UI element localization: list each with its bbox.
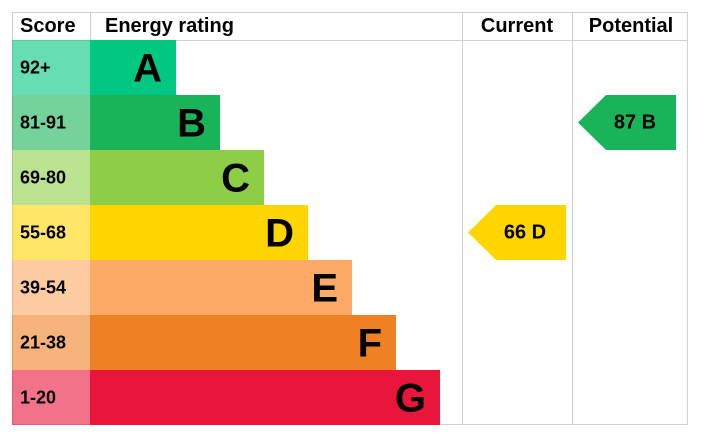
score-cell	[12, 370, 90, 425]
score-label: 92+	[20, 58, 51, 78]
score-cell	[12, 260, 90, 315]
band-bar	[90, 260, 352, 315]
potential-arrow	[578, 95, 676, 150]
current-arrow	[468, 205, 566, 260]
header-score: Score	[20, 15, 76, 37]
band-bar	[90, 370, 440, 425]
band-bar	[90, 40, 176, 95]
band-bar	[90, 150, 264, 205]
score-label: 81-91	[20, 113, 66, 133]
band-bar	[90, 205, 308, 260]
score-cell	[12, 40, 90, 95]
band-letter: C	[221, 157, 250, 201]
score-label: 55-68	[20, 223, 66, 243]
score-label: 21-38	[20, 333, 66, 353]
score-label: 39-54	[20, 278, 66, 298]
band-letter: A	[133, 47, 162, 91]
score-label: 1-20	[20, 388, 56, 408]
potential-band: B	[642, 112, 656, 134]
score-label: 69-80	[20, 168, 66, 188]
band-bar	[90, 95, 220, 150]
header-potential: Potential	[589, 15, 673, 37]
score-cell	[12, 95, 90, 150]
band-letter: B	[177, 102, 206, 146]
current-value: 66	[504, 222, 526, 244]
band-bar	[90, 315, 396, 370]
score-cell	[12, 205, 90, 260]
score-cell	[12, 315, 90, 370]
header-rating: Energy rating	[105, 15, 234, 37]
score-cell	[12, 150, 90, 205]
potential-label: 87 B	[614, 112, 656, 134]
current-band: D	[532, 222, 546, 244]
band-letter: D	[265, 212, 294, 256]
band-letter: F	[358, 322, 382, 366]
header-current: Current	[481, 15, 554, 37]
current-label: 66 D	[504, 222, 546, 244]
band-letter: E	[311, 267, 338, 311]
potential-value: 87	[614, 112, 636, 134]
band-letter: G	[395, 377, 426, 421]
